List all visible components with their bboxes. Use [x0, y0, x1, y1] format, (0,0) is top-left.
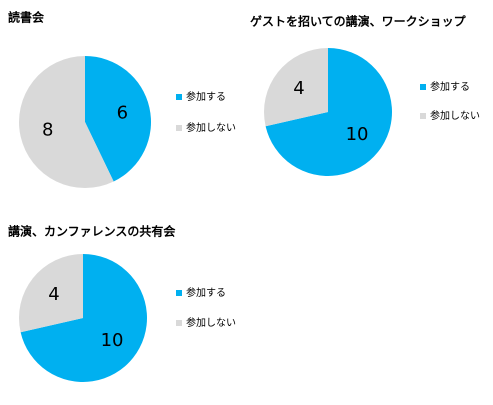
pie-slice: [85, 56, 152, 182]
data-label: 4: [48, 284, 59, 305]
data-label: 6: [117, 102, 128, 123]
legend-swatch: [176, 94, 182, 100]
data-label: 10: [346, 124, 369, 145]
chart-title: 講演、カンファレンスの共有会: [8, 224, 176, 239]
legend-swatch: [176, 290, 182, 296]
legend-swatch: [176, 125, 182, 131]
pie-slice: [20, 254, 147, 382]
legend-label: 参加しない: [186, 316, 236, 329]
legend-label: 参加しない: [430, 109, 480, 122]
legend-label: 参加する: [430, 80, 470, 93]
pie-slice: [264, 48, 328, 127]
pie-slice: [265, 48, 392, 176]
chart-title: 読書会: [8, 10, 45, 25]
pie-slice: [18, 254, 83, 333]
legend-label: 参加する: [186, 90, 226, 103]
data-label: 8: [42, 120, 53, 141]
data-label: 10: [101, 330, 124, 351]
chart-title: ゲストを招いての講演、ワークショップ: [250, 14, 467, 29]
legend-swatch: [420, 84, 426, 90]
legend-swatch: [176, 320, 182, 326]
pie-slice: [19, 56, 114, 188]
legend-label: 参加しない: [186, 121, 236, 134]
legend-label: 参加する: [186, 286, 226, 299]
legend-swatch: [420, 113, 426, 119]
data-label: 4: [293, 78, 304, 99]
